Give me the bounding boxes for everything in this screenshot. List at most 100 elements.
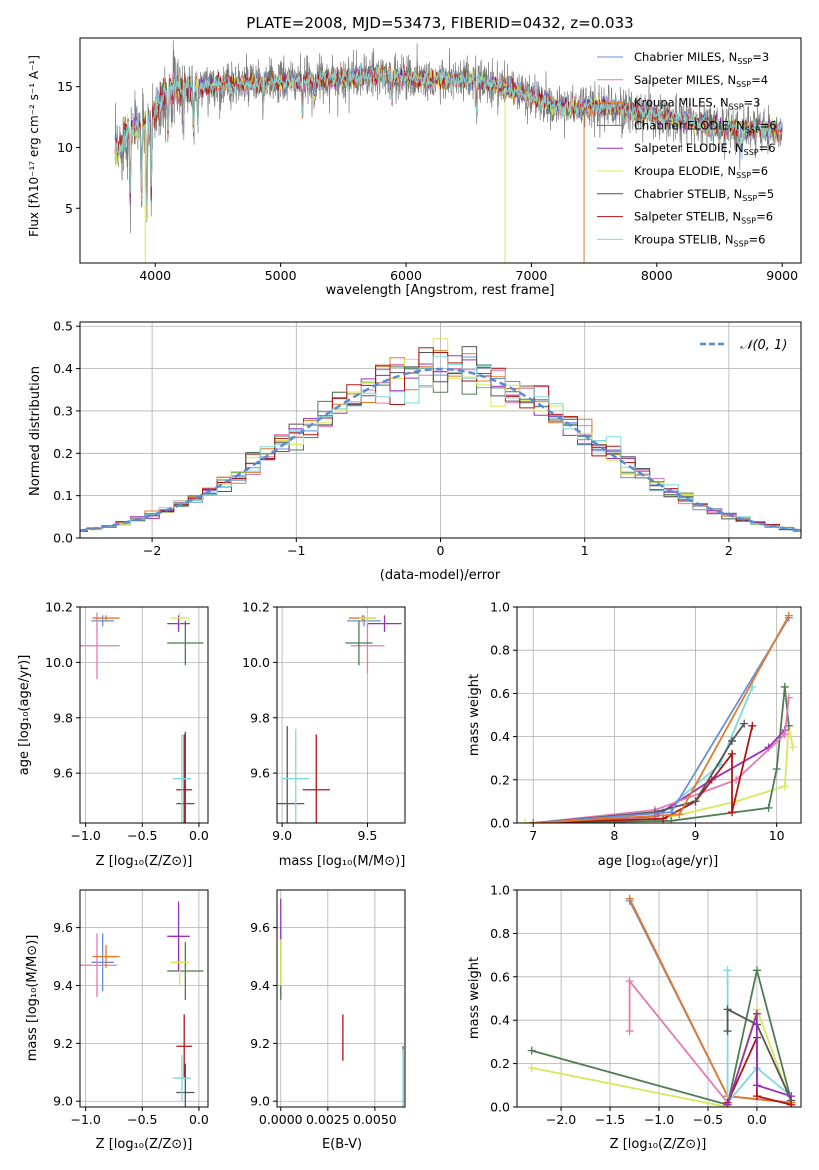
- weight-marker-salpeter_elodie: [752, 1009, 761, 1018]
- mass_weight_vs_age-axes: 7 8 9 10 0.0 0.2 0.4 0.6 0.8 1.0: [490, 600, 801, 843]
- legend-label-main: Kroupa STELIB, N: [634, 232, 734, 246]
- legend-label-main: Kroupa ELODIE, N: [634, 164, 736, 178]
- legend-label-main: Chabrier ELODIE, N: [634, 118, 745, 132]
- x-tick-label: 0.0025: [306, 1112, 350, 1127]
- weight-line-chabrier_stelib: [533, 723, 745, 823]
- legend-label-tail: =6: [749, 232, 766, 246]
- y-tick-label: 0.4: [53, 361, 73, 376]
- weight-marker-kroupa_elodie: [788, 743, 797, 752]
- x-tick-label: −1: [287, 543, 305, 558]
- mass-ebv-xlabel: E(B-V): [322, 1137, 362, 1152]
- x-tick-label: 5000: [265, 268, 297, 283]
- weight-marker-kroupa_stelib: [723, 966, 732, 975]
- weight-marker-salpeter_elodie: [752, 1081, 761, 1090]
- x-tick-label: 0.0000: [259, 1112, 303, 1127]
- x-tick-label: 9: [692, 828, 700, 843]
- y-tick-label: 0.4: [490, 1013, 510, 1028]
- x-tick-label: 0: [437, 543, 445, 558]
- mw-Z-xlabel: Z [log₁₀(Z/Z⊙)]: [610, 1137, 707, 1152]
- mass_weight_vs_age-lines: [521, 611, 797, 823]
- y-tick-label: 10.0: [45, 655, 73, 670]
- weight-marker-chabrier_stelib: [740, 719, 749, 728]
- x-tick-label: −2: [143, 543, 161, 558]
- legend-label-main: Chabrier MILES, N: [634, 50, 737, 64]
- y-tick-label: 0.1: [53, 488, 73, 503]
- weight-marker-kroupa_elodie: [521, 819, 530, 823]
- mass-weight-vs-metallicity-panel: Z [log₁₀(Z/Z⊙)] mass weight −2.0 −1.5 −1.0…: [467, 883, 802, 1152]
- weight-line-kroupa_elodie: [531, 1006, 793, 1107]
- age_vs_mass-points: [277, 612, 402, 823]
- y-tick-label: 1.0: [490, 600, 510, 615]
- legend-label-tail: =5: [757, 187, 774, 201]
- mass_vs_ebv-points: [280, 898, 404, 1107]
- y-tick-label: 0.2: [490, 772, 510, 787]
- y-tick-label: 9.2: [53, 1036, 73, 1051]
- weight-line-kroupa_miles: [533, 615, 790, 823]
- y-tick-label: 9.0: [250, 1094, 270, 1109]
- mass_vs_Z-frame: [79, 889, 209, 1108]
- weight-line-salpeter_elodie: [726, 1013, 792, 1106]
- y-tick-label: 10.0: [242, 655, 270, 670]
- spectrum-panel: PLATE=2008, MJD=53473, FIBERID=0432, z=0…: [27, 14, 802, 298]
- mass-weight-vs-age-panel: age [log₁₀(age/yr)] mass weight 7 8 9 10 0.0…: [467, 600, 802, 869]
- legend-label-main: Salpeter STELIB, N: [634, 210, 741, 224]
- y-tick-label: 0.4: [490, 729, 510, 744]
- weight-line-kroupa_stelib: [726, 970, 792, 1106]
- mw-age-ylabel: mass weight: [467, 674, 482, 756]
- weight-marker-chabrier_stelib: [723, 1027, 732, 1036]
- x-tick-label: 9.5: [358, 828, 378, 843]
- legend-label-main: Kroupa MILES, N: [634, 96, 729, 110]
- legend-label-sub: SSP: [734, 239, 749, 248]
- y-tick-label: 0.2: [490, 1056, 510, 1071]
- x-tick-label: −0.5: [127, 1112, 157, 1127]
- legend-label-tail: =6: [756, 210, 773, 224]
- weight-line-chabrier_elodie: [531, 970, 793, 1106]
- y-tick-label: 9.0: [53, 1094, 73, 1109]
- weight-marker-kroupa_miles: [675, 810, 684, 819]
- x-tick-label: 0.0: [189, 1112, 209, 1127]
- weight-marker-chabrier_elodie: [764, 803, 773, 812]
- x-tick-label: 9.0: [272, 828, 292, 843]
- legend-label-salpeter_stelib: Salpeter STELIB, NSSP=6: [634, 210, 773, 226]
- weight-marker-chabrier_elodie: [667, 816, 676, 823]
- y-tick-label: 0.8: [490, 643, 510, 658]
- y-tick-label: 9.4: [53, 978, 73, 993]
- age_vs_Z-frame: [79, 606, 209, 824]
- y-tick-label: 10.2: [242, 600, 270, 615]
- x-tick-label: 7000: [516, 268, 548, 283]
- x-tick-label: −0.5: [127, 828, 157, 843]
- weight-marker-chabrier_stelib: [728, 736, 737, 745]
- weight-marker-salpeter_stelib: [728, 808, 737, 817]
- x-tick-label: 0.0: [189, 828, 209, 843]
- legend-label-main: Salpeter ELODIE, N: [634, 141, 744, 155]
- gaussian-curve: [80, 367, 801, 532]
- residual-hist-kroupa_stelib: [80, 356, 801, 532]
- residuals-axes: −2 −1 0 1 2 0.0 0.1 0.2 0.3 0.4 0.5: [53, 319, 801, 558]
- y-tick-label: 0.6: [490, 969, 510, 984]
- mass_vs_ebv-frame: [276, 889, 406, 1108]
- x-tick-label: 8000: [641, 268, 673, 283]
- legend-label-tail: =6: [760, 118, 777, 132]
- weight-line-chabrier_stelib: [726, 1007, 793, 1101]
- y-tick-label: 0.0: [53, 531, 73, 546]
- legend-label-tail: =6: [751, 164, 768, 178]
- weight-marker-salpeter_stelib: [787, 1100, 796, 1107]
- mass-vs-ebv-panel: E(B-V) 0.0000 0.0025 0.0050 9.0 9.2 9.4 9.6: [250, 889, 406, 1152]
- weight-marker-kroupa_miles: [625, 894, 634, 903]
- legend-label-tail: =3: [752, 50, 769, 64]
- legend-label-sub: SSP: [736, 80, 751, 89]
- weight-marker-salpeter_miles: [625, 977, 634, 986]
- mw-Z-ylabel: mass weight: [467, 957, 482, 1039]
- spectrum-axes: 4000 5000 6000 7000 8000 9000 5 10 15: [57, 79, 798, 283]
- x-tick-label: −1.0: [644, 1112, 674, 1127]
- weight-marker-chabrier_stelib: [723, 1005, 732, 1014]
- weight-line-kroupa_stelib: [533, 686, 754, 823]
- mass_vs_Z-points: [80, 901, 204, 1107]
- weight-marker-salpeter_stelib: [748, 721, 757, 730]
- x-tick-label: 8: [610, 828, 618, 843]
- legend-label-sub: SSP: [729, 103, 744, 112]
- legend-label-sub: SSP: [736, 171, 751, 180]
- y-tick-label: 5: [65, 201, 73, 216]
- weight-marker-chabrier_elodie: [752, 966, 761, 975]
